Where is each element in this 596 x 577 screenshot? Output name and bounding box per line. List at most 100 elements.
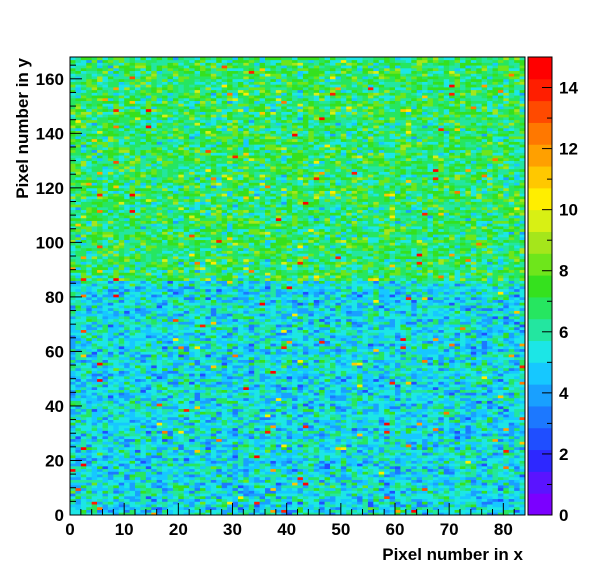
heatmap-cell <box>389 397 396 401</box>
heatmap-cell <box>259 370 266 374</box>
heatmap-cell <box>194 395 201 399</box>
heatmap-cell <box>357 335 363 339</box>
heatmap-cell <box>302 471 309 475</box>
heatmap-cell <box>91 414 103 418</box>
heatmap-cell <box>140 433 147 437</box>
heatmap-cell <box>232 411 239 415</box>
heatmap-cell <box>470 504 477 508</box>
heatmap-cell <box>302 373 309 377</box>
heatmap-cell <box>162 354 168 358</box>
heatmap-cell <box>275 452 282 456</box>
heatmap-cell <box>205 348 212 352</box>
heatmap-cell <box>438 373 450 377</box>
heatmap-cell <box>519 460 526 464</box>
heatmap-cell <box>465 449 477 453</box>
heatmap-cell <box>346 501 353 505</box>
heatmap-cell <box>340 337 347 341</box>
heatmap-cell <box>80 501 87 505</box>
heatmap-cell <box>492 386 499 390</box>
heatmap-cell <box>232 362 244 366</box>
heatmap-cell <box>140 463 152 467</box>
heatmap-cell <box>481 455 488 459</box>
heatmap-cell <box>200 495 206 500</box>
heatmap-cell <box>324 362 331 366</box>
heatmap-cell <box>167 351 174 355</box>
heatmap-cell <box>270 495 277 500</box>
heatmap-cell <box>432 362 439 366</box>
heatmap-cell <box>189 474 195 478</box>
heatmap-cell <box>362 446 369 450</box>
heatmap-cell <box>405 362 423 366</box>
heatmap-cell <box>135 375 147 380</box>
heatmap-cell <box>172 365 179 369</box>
heatmap-cell <box>503 335 510 339</box>
heatmap-cell <box>145 471 152 475</box>
heatmap-cell <box>135 362 141 366</box>
heatmap-cell <box>281 340 288 344</box>
heatmap-cell <box>216 419 223 423</box>
heatmap-cell <box>270 340 282 344</box>
heatmap-cell <box>302 362 309 366</box>
heatmap-cell <box>346 392 353 396</box>
heatmap-cell <box>465 471 472 475</box>
heatmap-cell <box>514 384 526 388</box>
heatmap-cell <box>519 468 526 472</box>
heatmap-cell <box>481 463 488 467</box>
heatmap-cell <box>210 351 217 355</box>
heatmap-cell <box>313 386 320 390</box>
heatmap-cell <box>221 373 228 377</box>
heatmap-cell <box>254 326 271 331</box>
heatmap-cell <box>124 405 130 410</box>
heatmap-cell <box>248 343 255 347</box>
heatmap-cell <box>118 430 125 434</box>
heatmap-cell <box>162 425 168 429</box>
heatmap-cell <box>470 397 477 401</box>
heatmap-cell <box>432 405 445 410</box>
heatmap-cell <box>308 362 315 366</box>
heatmap-cell <box>129 433 141 437</box>
heatmap-cell <box>378 335 385 339</box>
heatmap-cell <box>243 463 250 467</box>
heatmap-cell <box>427 335 434 339</box>
heatmap-cell <box>319 384 325 388</box>
heatmap-cell <box>297 501 304 505</box>
heatmap-cell <box>162 430 168 434</box>
heatmap-cell <box>221 438 228 442</box>
heatmap-cell <box>389 457 396 461</box>
heatmap-cell <box>422 335 428 339</box>
heatmap-cell <box>200 414 212 418</box>
heatmap-cell <box>389 490 396 494</box>
heatmap-cell <box>151 411 158 415</box>
heatmap-cell <box>243 452 250 456</box>
heatmap-cell <box>470 414 477 418</box>
heatmap-cell <box>432 485 439 489</box>
heatmap-cell <box>107 452 114 456</box>
heatmap-cell <box>259 384 266 388</box>
heatmap-cell <box>297 397 304 401</box>
heatmap-cell <box>281 389 288 393</box>
heatmap-cell <box>319 465 325 470</box>
heatmap-cell <box>205 427 212 431</box>
heatmap-cell <box>216 343 223 347</box>
heatmap-cell <box>97 485 103 489</box>
heatmap-cell <box>297 419 304 423</box>
heatmap-cell <box>86 329 93 333</box>
heatmap-cell <box>227 337 233 341</box>
heatmap-cell <box>346 408 353 412</box>
heatmap-cell <box>497 397 504 401</box>
heatmap-cell <box>151 365 158 369</box>
heatmap-cell <box>465 425 472 429</box>
heatmap-cell <box>292 343 298 347</box>
heatmap-cell <box>514 362 520 366</box>
heatmap-cell <box>221 367 228 371</box>
heatmap-cell <box>503 362 510 366</box>
heatmap-cell <box>405 446 412 450</box>
heatmap-cell <box>113 427 120 431</box>
heatmap-cell <box>449 512 455 516</box>
heatmap-cell <box>205 446 212 450</box>
heatmap-cell <box>405 365 423 369</box>
heatmap-cell <box>340 449 347 453</box>
heatmap-cell <box>270 449 277 453</box>
heatmap-cell <box>221 452 228 456</box>
heatmap-cell <box>351 354 358 358</box>
